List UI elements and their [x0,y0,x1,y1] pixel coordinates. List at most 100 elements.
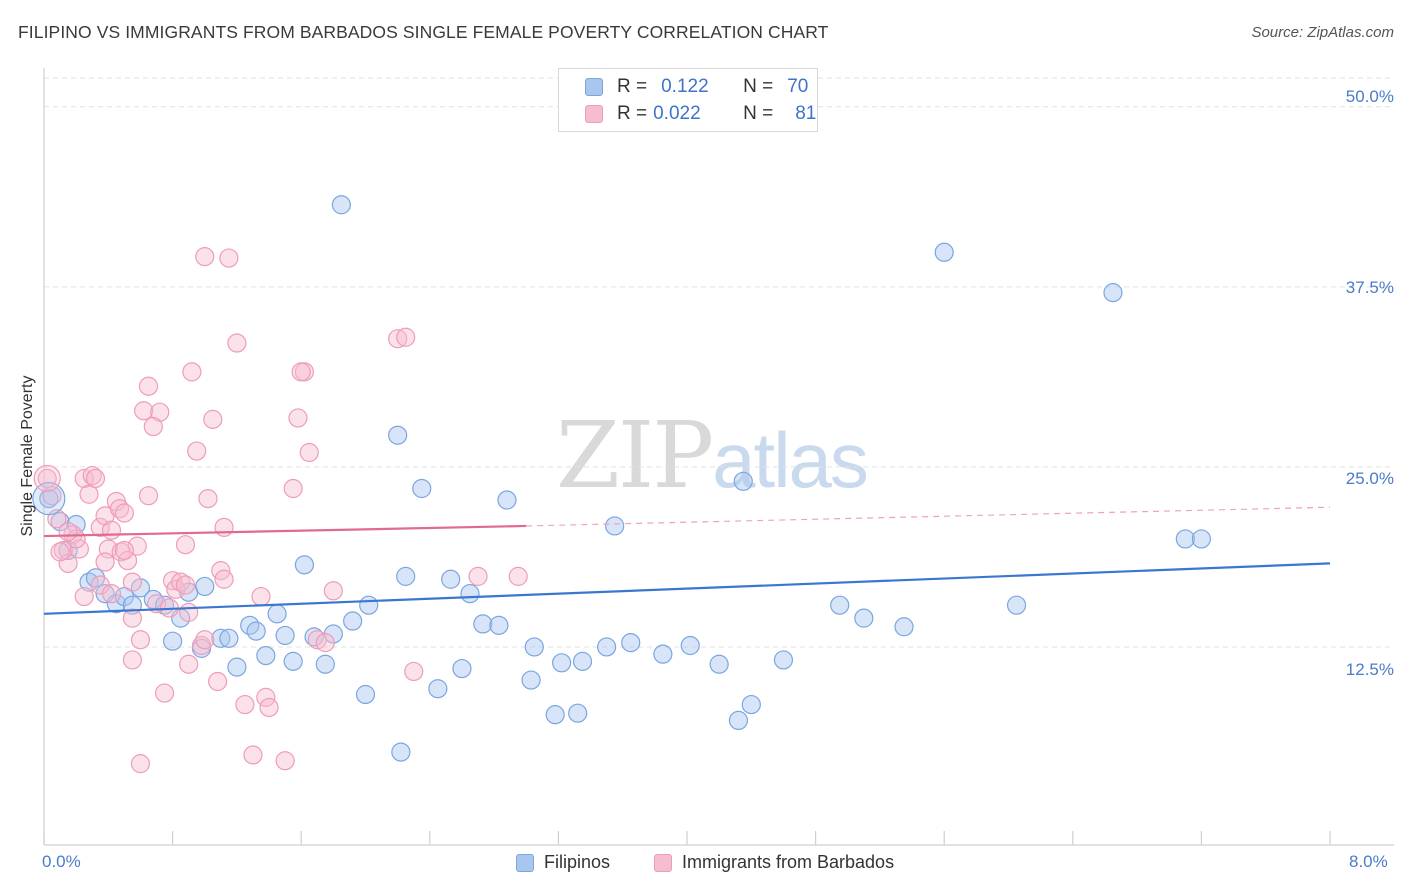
bottom-legend-swatch-blue [516,853,534,872]
data-point-filipinos [1191,529,1212,549]
data-point-filipinos [489,615,509,635]
data-point-barbados [127,536,147,556]
y-tick-label: 25.0% [1345,469,1394,488]
bottom-legend-label: Filipinos [544,852,611,872]
data-point-barbados [138,376,159,396]
data-point-barbados [275,751,295,771]
data-point-barbados [138,486,159,506]
data-point-barbados [85,468,106,489]
data-point-barbados [283,478,303,499]
legend-r-value: 0.022 [653,103,701,124]
data-point-filipinos [106,594,126,614]
data-point-filipinos [773,650,794,670]
data-point-filipinos [741,694,761,715]
data-point-filipinos [163,631,183,651]
y-tick-label: 12.5% [1345,660,1394,679]
data-point-filipinos [294,555,315,575]
data-point-barbados [299,442,319,463]
data-point-barbados [179,602,199,622]
data-point-barbados [179,654,199,674]
bottom-legend-label: Immigrants from Barbados [682,852,895,872]
trendline-barbados [43,524,527,538]
data-point-filipinos [315,654,335,674]
data-point-barbados [122,608,143,628]
data-point-filipinos [653,644,673,664]
data-point-barbados [214,569,234,589]
data-point-barbados [235,694,255,715]
data-point-barbados [259,697,279,718]
trendline-filipinos [43,562,1331,615]
data-point-filipinos [396,566,416,586]
data-point-barbados [130,754,151,774]
data-point-filipinos [412,478,432,499]
data-point-filipinos [359,595,379,615]
data-point-filipinos [428,679,448,699]
data-point-filipinos [605,516,625,536]
data-point-filipinos [331,195,351,215]
bottom-legend-swatch-pink [654,853,672,872]
data-point-filipinos [524,637,544,657]
y-axis-label: Single Female Poverty [19,375,36,537]
data-point-barbados [251,586,271,607]
data-point-barbados [90,517,110,538]
data-point-filipinos [227,657,247,677]
data-point-filipinos [728,710,749,731]
data-point-barbados [396,327,416,347]
data-point-barbados [150,402,170,422]
data-point-filipinos [32,481,66,516]
data-point-barbados [227,333,247,353]
data-point-filipinos [50,512,70,532]
data-point-filipinos [1103,283,1123,303]
data-point-filipinos [211,628,231,648]
data-point-barbados [175,575,196,595]
data-point-filipinos [441,569,461,589]
trendline-barbados-extension [526,506,1331,527]
data-point-barbados [50,542,70,562]
data-point-filipinos [304,627,324,647]
data-point-barbados [214,517,234,538]
data-point-filipinos [195,576,215,597]
data-point-filipinos [1175,529,1195,549]
data-point-barbados [195,630,215,650]
data-point-barbados [198,488,218,509]
chart-title: FILIPINO VS IMMIGRANTS FROM BARBADOS SIN… [18,22,829,42]
data-point-barbados [58,522,78,542]
data-point-barbados [208,671,228,692]
data-point-barbados [508,566,528,586]
data-point-barbados [182,362,202,382]
data-point-filipinos [497,490,517,510]
data-point-barbados [122,572,143,592]
legend-n-value: 81 [795,103,817,124]
data-point-barbados [468,566,488,586]
legend-row-barbados: R = 0.022 N = 81 [585,102,816,126]
data-point-barbados [134,401,154,421]
data-point-filipinos [460,584,480,604]
legend-n-label: N = [743,76,774,97]
bottom-legend-barbados: Immigrants from Barbados [654,852,894,873]
legend-r-label: R = [617,76,648,97]
data-point-barbados [95,552,115,572]
data-point-filipinos [343,611,363,631]
data-point-filipinos [267,604,287,624]
data-point-barbados [288,408,308,428]
data-point-barbados [219,248,239,268]
data-point-barbados [33,464,61,493]
data-point-filipinos [246,621,266,641]
data-point-barbados [315,633,335,653]
data-point-filipinos [283,651,303,671]
data-point-barbados [175,535,196,555]
data-point-filipinos [709,654,729,674]
data-point-filipinos [621,633,641,653]
data-point-barbados [74,586,94,607]
legend-swatch-pink [585,105,603,123]
data-point-filipinos [275,625,295,646]
data-point-barbados [187,441,207,461]
data-point-filipinos [473,614,493,634]
data-point-barbados [101,584,122,604]
data-point-filipinos [256,645,276,666]
data-point-filipinos [1006,595,1027,615]
data-point-filipinos [521,670,541,690]
data-point-filipinos [854,608,874,628]
data-point-barbados [122,650,143,670]
